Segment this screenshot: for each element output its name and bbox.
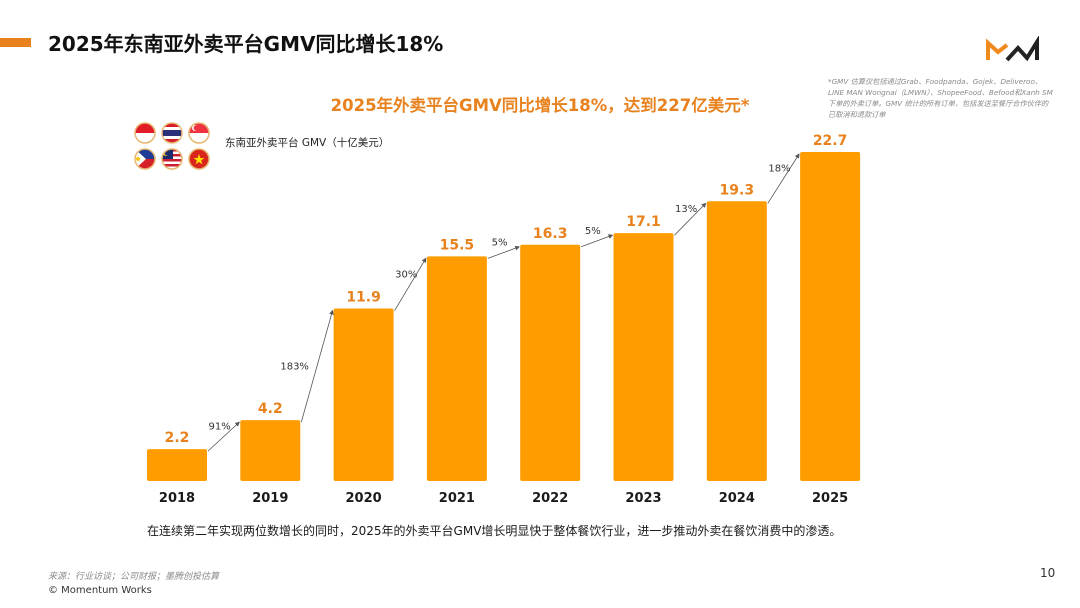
x-tick-label: 2024: [719, 491, 755, 506]
x-tick-label: 2020: [346, 491, 382, 506]
gmv-bar-chart: 2.2 2018 4.2 2019 11.9 2020 15.5 2021 16.3 2022 17…: [147, 133, 861, 506]
bar-2020: [333, 308, 394, 481]
indonesia-flag-icon: [135, 123, 155, 143]
growth-rate-label: 5%: [492, 238, 508, 249]
legend-label: 东南亚外卖平台 GMV（十亿美元）: [225, 137, 390, 149]
labels-layer: 2.2 2018 4.2 2019 11.9 2020 15.5 2021 16.3 2022 17…: [159, 133, 848, 506]
growth-rate-label: 30%: [395, 269, 417, 280]
momentum-works-logo: [986, 36, 1039, 62]
bar-2025: [800, 152, 861, 481]
bar-value-label: 11.9: [346, 290, 381, 306]
bar-2018: [147, 449, 207, 481]
growth-rate-label: 91%: [209, 422, 231, 433]
growth-rate-label: 5%: [585, 226, 601, 237]
x-tick-label: 2018: [159, 491, 195, 506]
growth-arrows-layer: [207, 153, 800, 452]
growth-arrow: [581, 234, 614, 248]
thailand-flag-icon: [162, 123, 182, 143]
growth-arrow: [487, 245, 520, 259]
country-flags: [134, 122, 210, 170]
x-tick-label: 2022: [532, 491, 568, 506]
bar-2021: [426, 256, 487, 481]
growth-rate-label: 18%: [768, 164, 790, 175]
growth-rate-label: 13%: [675, 204, 697, 215]
bar-2024: [706, 201, 767, 481]
copyright: © Momentum Works: [48, 585, 152, 596]
growth-arrow: [394, 257, 427, 311]
bar-value-label: 19.3: [720, 182, 755, 198]
bar-value-label: 15.5: [440, 237, 475, 253]
bar-value-label: 17.1: [626, 214, 661, 230]
growth-arrow: [300, 309, 334, 423]
title-accent-bar: [0, 38, 31, 47]
growth-arrow: [674, 202, 707, 236]
x-tick-label: 2021: [439, 491, 475, 506]
source-note: 来源：行业访谈；公司财报；墨腾创投估算: [48, 572, 220, 582]
malaysia-flag-icon: [162, 149, 182, 169]
bar-value-label: 16.3: [533, 226, 568, 242]
bar-value-label: 2.2: [165, 430, 190, 446]
growth-arrow: [767, 153, 800, 204]
singapore-flag-icon: [189, 123, 209, 143]
x-tick-label: 2023: [625, 491, 661, 506]
x-tick-label: 2025: [812, 491, 848, 506]
bar-2019: [240, 420, 301, 481]
bars-layer: [147, 152, 861, 481]
x-tick-label: 2019: [252, 491, 288, 506]
chart-headline: 2025年外卖平台GMV同比增长18%，达到227亿美元*: [330, 96, 750, 115]
bar-2022: [520, 244, 581, 481]
page-title: 2025年东南亚外卖平台GMV同比增长18%: [48, 32, 444, 56]
logo-m-stroke: [986, 38, 1009, 60]
bar-value-label: 22.7: [813, 133, 848, 149]
growth-rate-label: 183%: [280, 361, 309, 372]
bar-2023: [613, 233, 674, 481]
logo-w-stroke: [1005, 36, 1039, 62]
growth-arrow: [207, 421, 240, 452]
gmv-footnote: *GMV 估算仅包括通过Grab、Foodpanda、Gojek、Deliver…: [828, 77, 1053, 119]
chart-caption: 在连续第二年实现两位数增长的同时，2025年的外卖平台GMV增长明显快于整体餐饮…: [147, 524, 842, 538]
bar-value-label: 4.2: [258, 401, 283, 417]
vietnam-flag-icon: [189, 149, 209, 169]
page-number: 10: [1040, 566, 1056, 580]
